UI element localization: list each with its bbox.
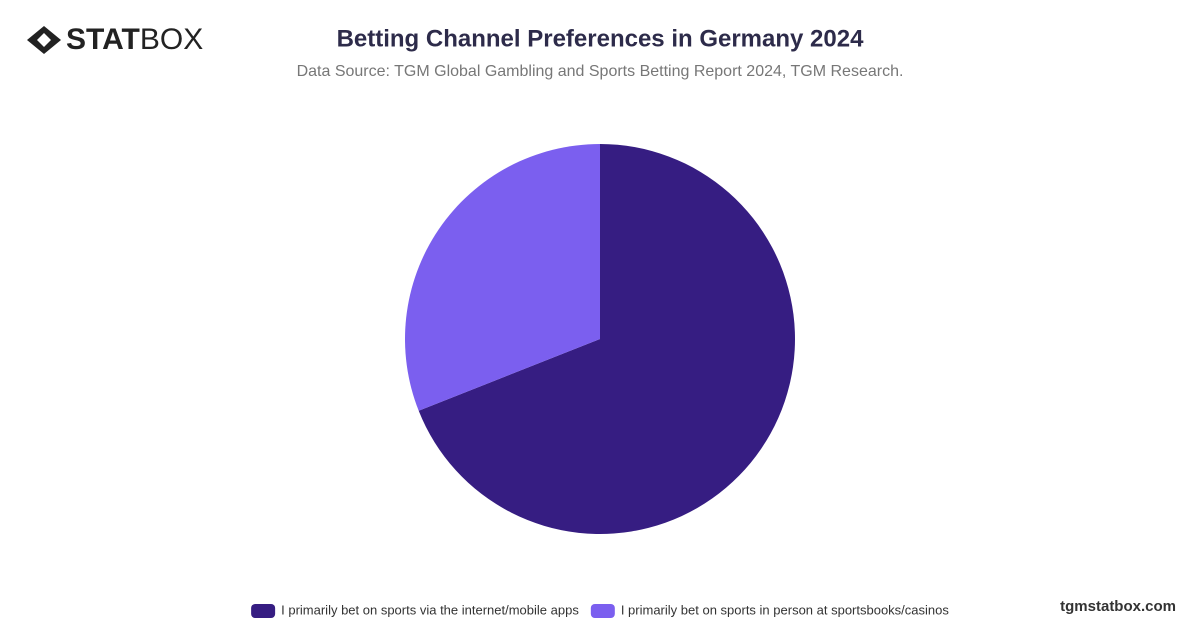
pie-slice xyxy=(404,144,600,411)
legend-swatch xyxy=(251,604,276,618)
footer: tgmstatbox.com xyxy=(1060,598,1176,615)
logo-text: STATBOX xyxy=(66,23,203,56)
pie-slice xyxy=(418,144,795,534)
legend-label: I primarily bet on sports in person at s… xyxy=(621,602,950,617)
legend-swatch xyxy=(590,604,615,618)
logo-light: BOX xyxy=(140,23,203,56)
legend-label: I primarily bet on sports via the intern… xyxy=(281,602,579,617)
logo-bold: STAT xyxy=(66,23,140,56)
chart-subtitle: Data Source: TGM Global Gambling and Spo… xyxy=(297,63,904,80)
logo-icon-inner xyxy=(37,33,51,47)
logo: STATBOX xyxy=(27,23,203,56)
chart-title: Betting Channel Preferences in Germany 2… xyxy=(337,25,865,52)
